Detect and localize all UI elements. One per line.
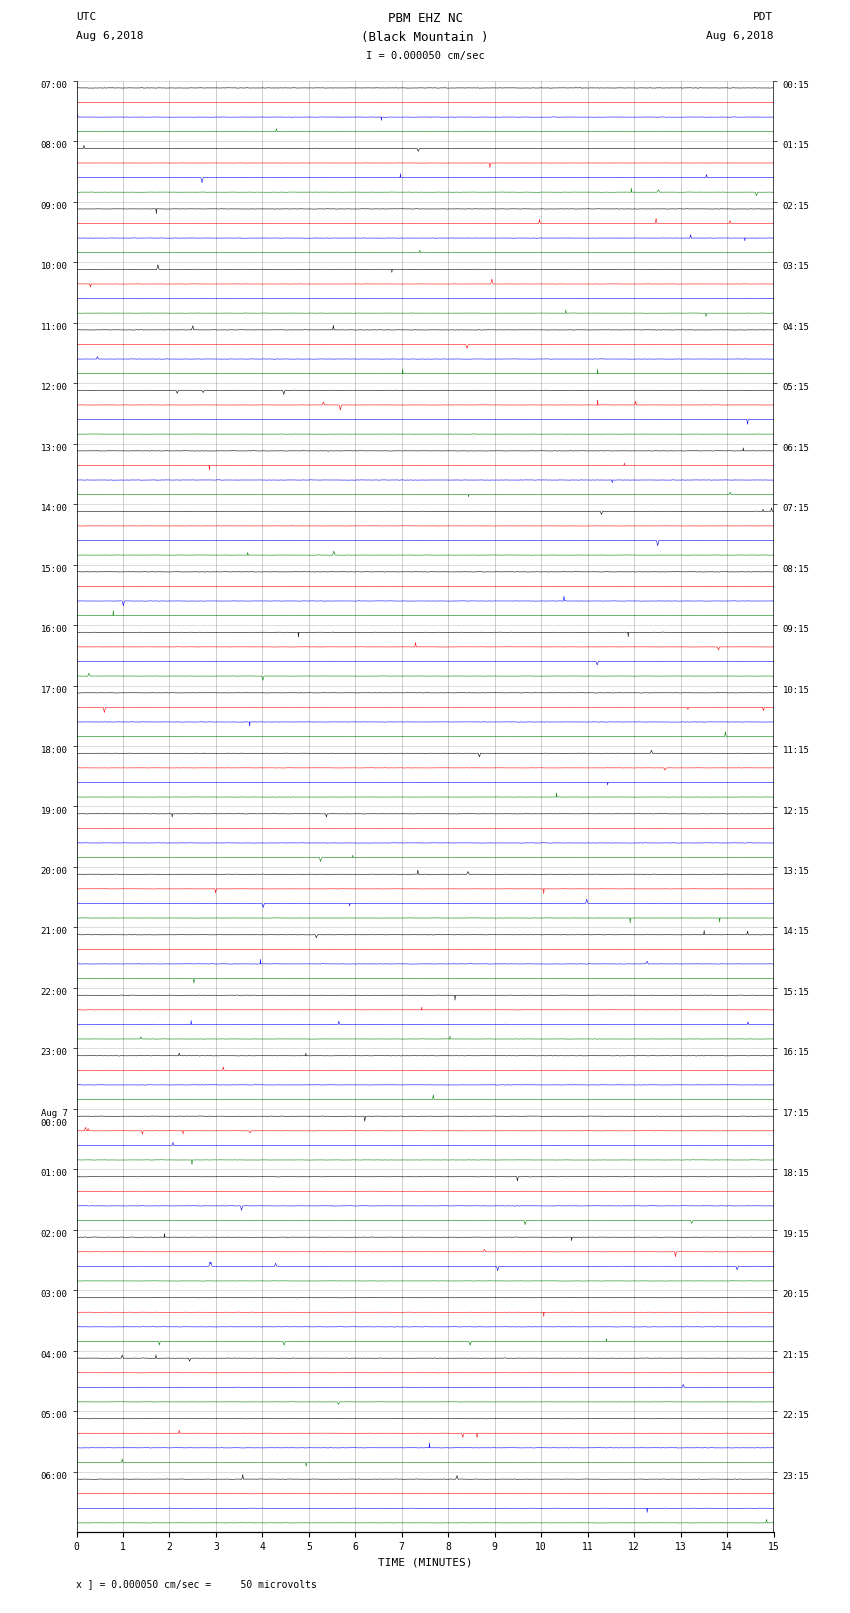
Text: UTC: UTC [76, 11, 97, 23]
Text: Aug 6,2018: Aug 6,2018 [706, 31, 774, 42]
Text: PDT: PDT [753, 11, 774, 23]
Text: I = 0.000050 cm/sec: I = 0.000050 cm/sec [366, 50, 484, 61]
Text: PBM EHZ NC: PBM EHZ NC [388, 11, 462, 26]
Text: x ] = 0.000050 cm/sec =     50 microvolts: x ] = 0.000050 cm/sec = 50 microvolts [76, 1579, 317, 1589]
Text: Aug 6,2018: Aug 6,2018 [76, 31, 144, 42]
X-axis label: TIME (MINUTES): TIME (MINUTES) [377, 1558, 473, 1568]
Text: (Black Mountain ): (Black Mountain ) [361, 31, 489, 45]
